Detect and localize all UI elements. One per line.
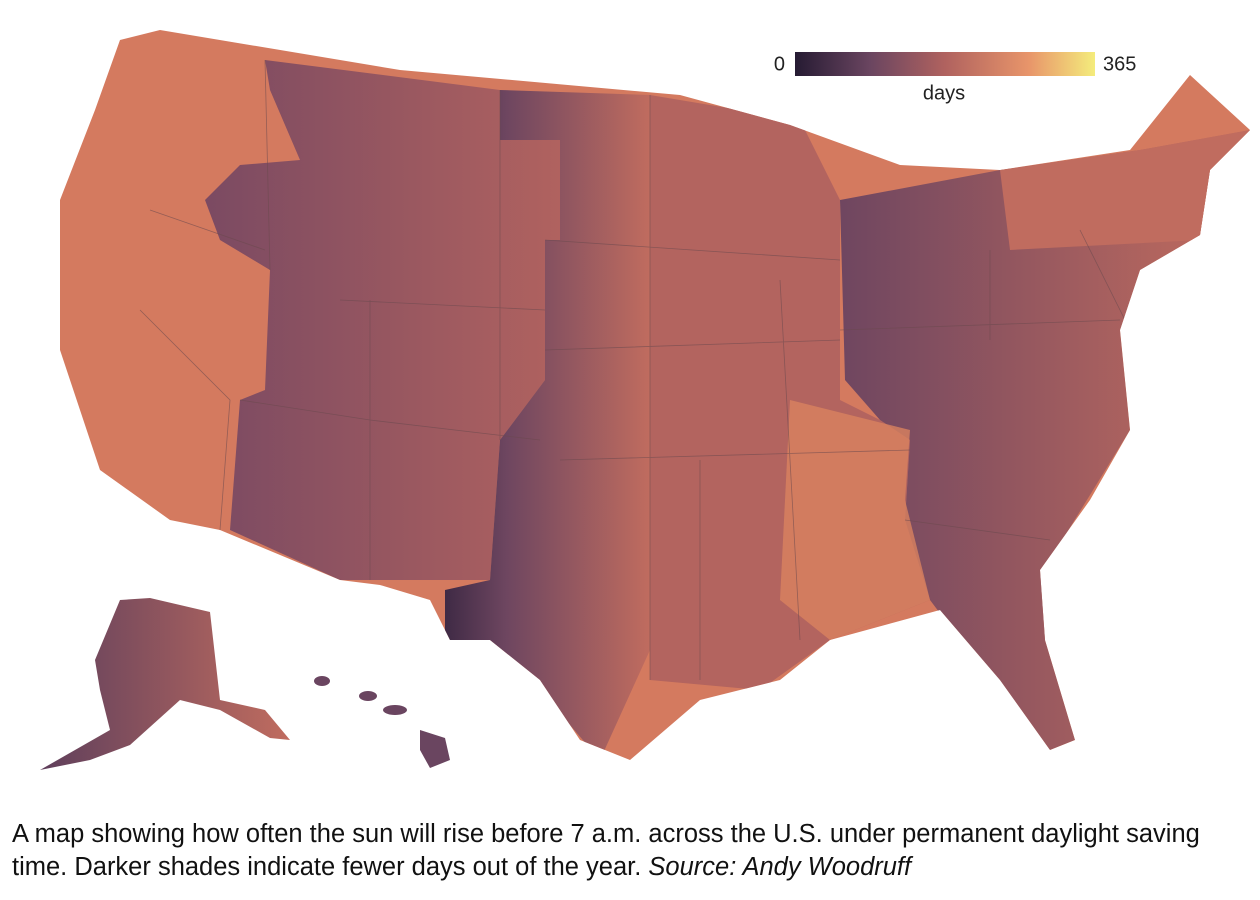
- caption: A map showing how often the sun will ris…: [12, 818, 1252, 884]
- legend-min: 0: [774, 53, 785, 75]
- legend-max: 365: [1103, 53, 1136, 75]
- legend: 0 365 days: [774, 52, 1136, 104]
- hawaii: [314, 676, 450, 768]
- alaska: [40, 598, 290, 770]
- legend-label: days: [923, 82, 965, 104]
- colorbar: [795, 52, 1095, 76]
- caption-source: Source: Andy Woodruff: [648, 853, 912, 881]
- caption-text: A map showing how often the sun will ris…: [12, 820, 1200, 881]
- map: 0 365 days: [40, 30, 1250, 770]
